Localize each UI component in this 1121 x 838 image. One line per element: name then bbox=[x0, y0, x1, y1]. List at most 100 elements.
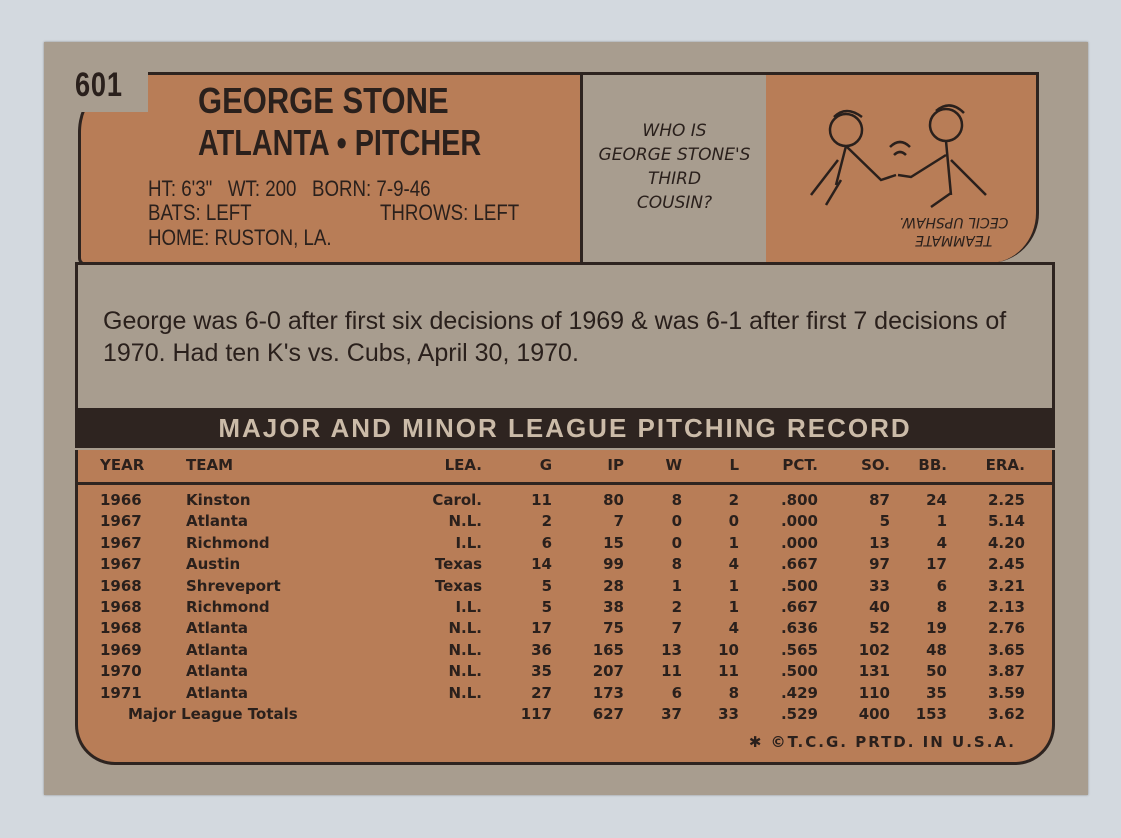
table-cell: 50 bbox=[926, 662, 947, 681]
totals-cell: 400 bbox=[858, 705, 890, 723]
cartoon-players-illustration bbox=[810, 104, 987, 209]
totals-cell: 3.62 bbox=[987, 705, 1025, 723]
table-cell: 1968 bbox=[100, 619, 142, 638]
table-cell: 7 bbox=[613, 512, 624, 531]
player-name: GEORGE STONE bbox=[198, 80, 449, 121]
table-cell: Texas bbox=[434, 576, 482, 595]
table-cell: 15 bbox=[603, 533, 624, 552]
table-cell: 5 bbox=[541, 598, 552, 616]
table-cell: 1969 bbox=[100, 640, 142, 659]
cartoon-question-panel: WHO IS GEORGE STONE'S THIRD COUSIN? bbox=[580, 72, 769, 263]
table-cell: N.L. bbox=[448, 512, 482, 531]
table-cell: .800 bbox=[780, 491, 818, 509]
table-cell: N.L. bbox=[448, 640, 482, 659]
table-cell: 10 bbox=[718, 640, 739, 659]
cartoon-question: WHO IS GEORGE STONE'S THIRD COUSIN? bbox=[583, 119, 766, 215]
table-cell: 1970 bbox=[100, 662, 142, 681]
table-cell: 19 bbox=[926, 619, 947, 638]
table-row: 1968 Atlanta N.L. 17 75 7 4 .636 52 19 2.76 bbox=[78, 619, 1052, 640]
table-cell: 8 bbox=[671, 491, 682, 509]
totals-cell: 37 bbox=[661, 705, 682, 723]
table-cell: Atlanta bbox=[186, 512, 249, 531]
table-cell: I.L. bbox=[455, 598, 482, 616]
table-cell: 52 bbox=[869, 619, 890, 638]
totals-row: Major League Totals 117 627 37 33 .529 400 153 3… bbox=[78, 705, 1052, 726]
table-cell: .500 bbox=[780, 576, 818, 595]
table-cell: 3.21 bbox=[987, 576, 1025, 595]
column-header: PCT. bbox=[782, 456, 818, 474]
column-header: IP bbox=[607, 456, 624, 474]
table-cell: 4 bbox=[728, 619, 739, 638]
table-row: 1971 Atlanta N.L. 27 173 6 8 .429 110 35 3.59 bbox=[78, 684, 1052, 705]
table-cell: 110 bbox=[858, 683, 890, 702]
table-row: 1969 Atlanta N.L. 36 165 13 10 .565 102 48 3.65 bbox=[78, 641, 1052, 662]
table-cell: .500 bbox=[780, 662, 818, 681]
table-cell: .667 bbox=[780, 598, 818, 616]
table-cell: 1967 bbox=[100, 512, 142, 531]
table-cell: 1967 bbox=[100, 555, 142, 574]
table-cell: 1 bbox=[936, 512, 947, 531]
table-cell: 5 bbox=[879, 512, 890, 531]
table-cell: 11 bbox=[661, 662, 682, 681]
table-cell: 17 bbox=[531, 619, 552, 638]
bio-panel: George was 6-0 after first six decisions… bbox=[75, 262, 1055, 411]
totals-label: Major League Totals bbox=[128, 705, 298, 723]
table-header: YEAR TEAM LEA. G IP W L PCT. SO. BB. ERA. bbox=[78, 456, 1052, 485]
column-header: L bbox=[729, 456, 739, 474]
bats: BATS: LEFT bbox=[148, 200, 252, 225]
baseball-card-back: 601 GEORGE STONE ATLANTA • PITCHER HT: 6… bbox=[44, 42, 1088, 795]
totals-cell: 627 bbox=[592, 705, 624, 723]
table-cell: 24 bbox=[926, 491, 947, 509]
totals-cell: 117 bbox=[520, 705, 552, 723]
table-cell: N.L. bbox=[448, 683, 482, 702]
table-cell: .565 bbox=[780, 640, 818, 659]
column-header: BB. bbox=[918, 456, 947, 474]
table-cell: 1968 bbox=[100, 598, 142, 616]
table-row: 1968 Richmond I.L. 5 38 2 1 .667 40 8 2.13 bbox=[78, 598, 1052, 619]
table-cell: 17 bbox=[926, 555, 947, 574]
table-cell: 5.14 bbox=[987, 512, 1025, 531]
table-cell: Kinston bbox=[186, 491, 251, 509]
table-cell: 6 bbox=[671, 683, 682, 702]
table-cell: Atlanta bbox=[186, 619, 249, 638]
column-header: SO. bbox=[861, 456, 890, 474]
table-cell: .000 bbox=[780, 512, 818, 531]
answer-line: TEAMMATE bbox=[914, 232, 992, 248]
table-cell: 35 bbox=[531, 662, 552, 681]
table-cell: 2.25 bbox=[987, 491, 1025, 509]
table-cell: 13 bbox=[661, 640, 682, 659]
table-cell: N.L. bbox=[448, 619, 482, 638]
table-cell: 1966 bbox=[100, 491, 142, 509]
table-cell: 2 bbox=[671, 598, 682, 616]
table-cell: 40 bbox=[869, 598, 890, 616]
table-cell: 36 bbox=[531, 640, 552, 659]
table-cell: Austin bbox=[186, 555, 241, 574]
table-cell: 3.59 bbox=[987, 683, 1025, 702]
table-cell: 2.13 bbox=[987, 598, 1025, 616]
table-cell: 2 bbox=[728, 491, 739, 509]
column-header: W bbox=[665, 456, 682, 474]
home: HOME: RUSTON, LA. bbox=[148, 225, 332, 250]
table-cell: 2 bbox=[541, 512, 552, 531]
table-cell: 33 bbox=[869, 576, 890, 595]
question-line: GEORGE STONE'S bbox=[598, 145, 751, 165]
table-cell: 1968 bbox=[100, 576, 142, 595]
table-cell: Shreveport bbox=[186, 576, 281, 595]
table-cell: 1 bbox=[671, 576, 682, 595]
table-cell: .000 bbox=[780, 533, 818, 552]
table-row: 1967 Richmond I.L. 6 15 0 1 .000 13 4 4.20 bbox=[78, 534, 1052, 555]
throws: THROWS: LEFT bbox=[380, 200, 520, 225]
table-cell: 0 bbox=[671, 533, 682, 552]
column-header: ERA. bbox=[985, 456, 1025, 474]
question-line: THIRD bbox=[647, 169, 702, 189]
table-cell: N.L. bbox=[448, 662, 482, 681]
table-cell: Richmond bbox=[186, 533, 270, 552]
record-title: MAJOR AND MINOR LEAGUE PITCHING RECORD bbox=[75, 408, 1055, 448]
copyright-footer: ✱ ©T.C.G. PRTD. IN U.S.A. bbox=[748, 733, 1016, 751]
column-header: LEA. bbox=[444, 456, 482, 474]
table-cell: 11 bbox=[531, 491, 552, 509]
table-cell: .636 bbox=[780, 619, 818, 638]
table-cell: 11 bbox=[718, 662, 739, 681]
table-cell: 1 bbox=[728, 533, 739, 552]
table-cell: 1971 bbox=[100, 683, 142, 702]
